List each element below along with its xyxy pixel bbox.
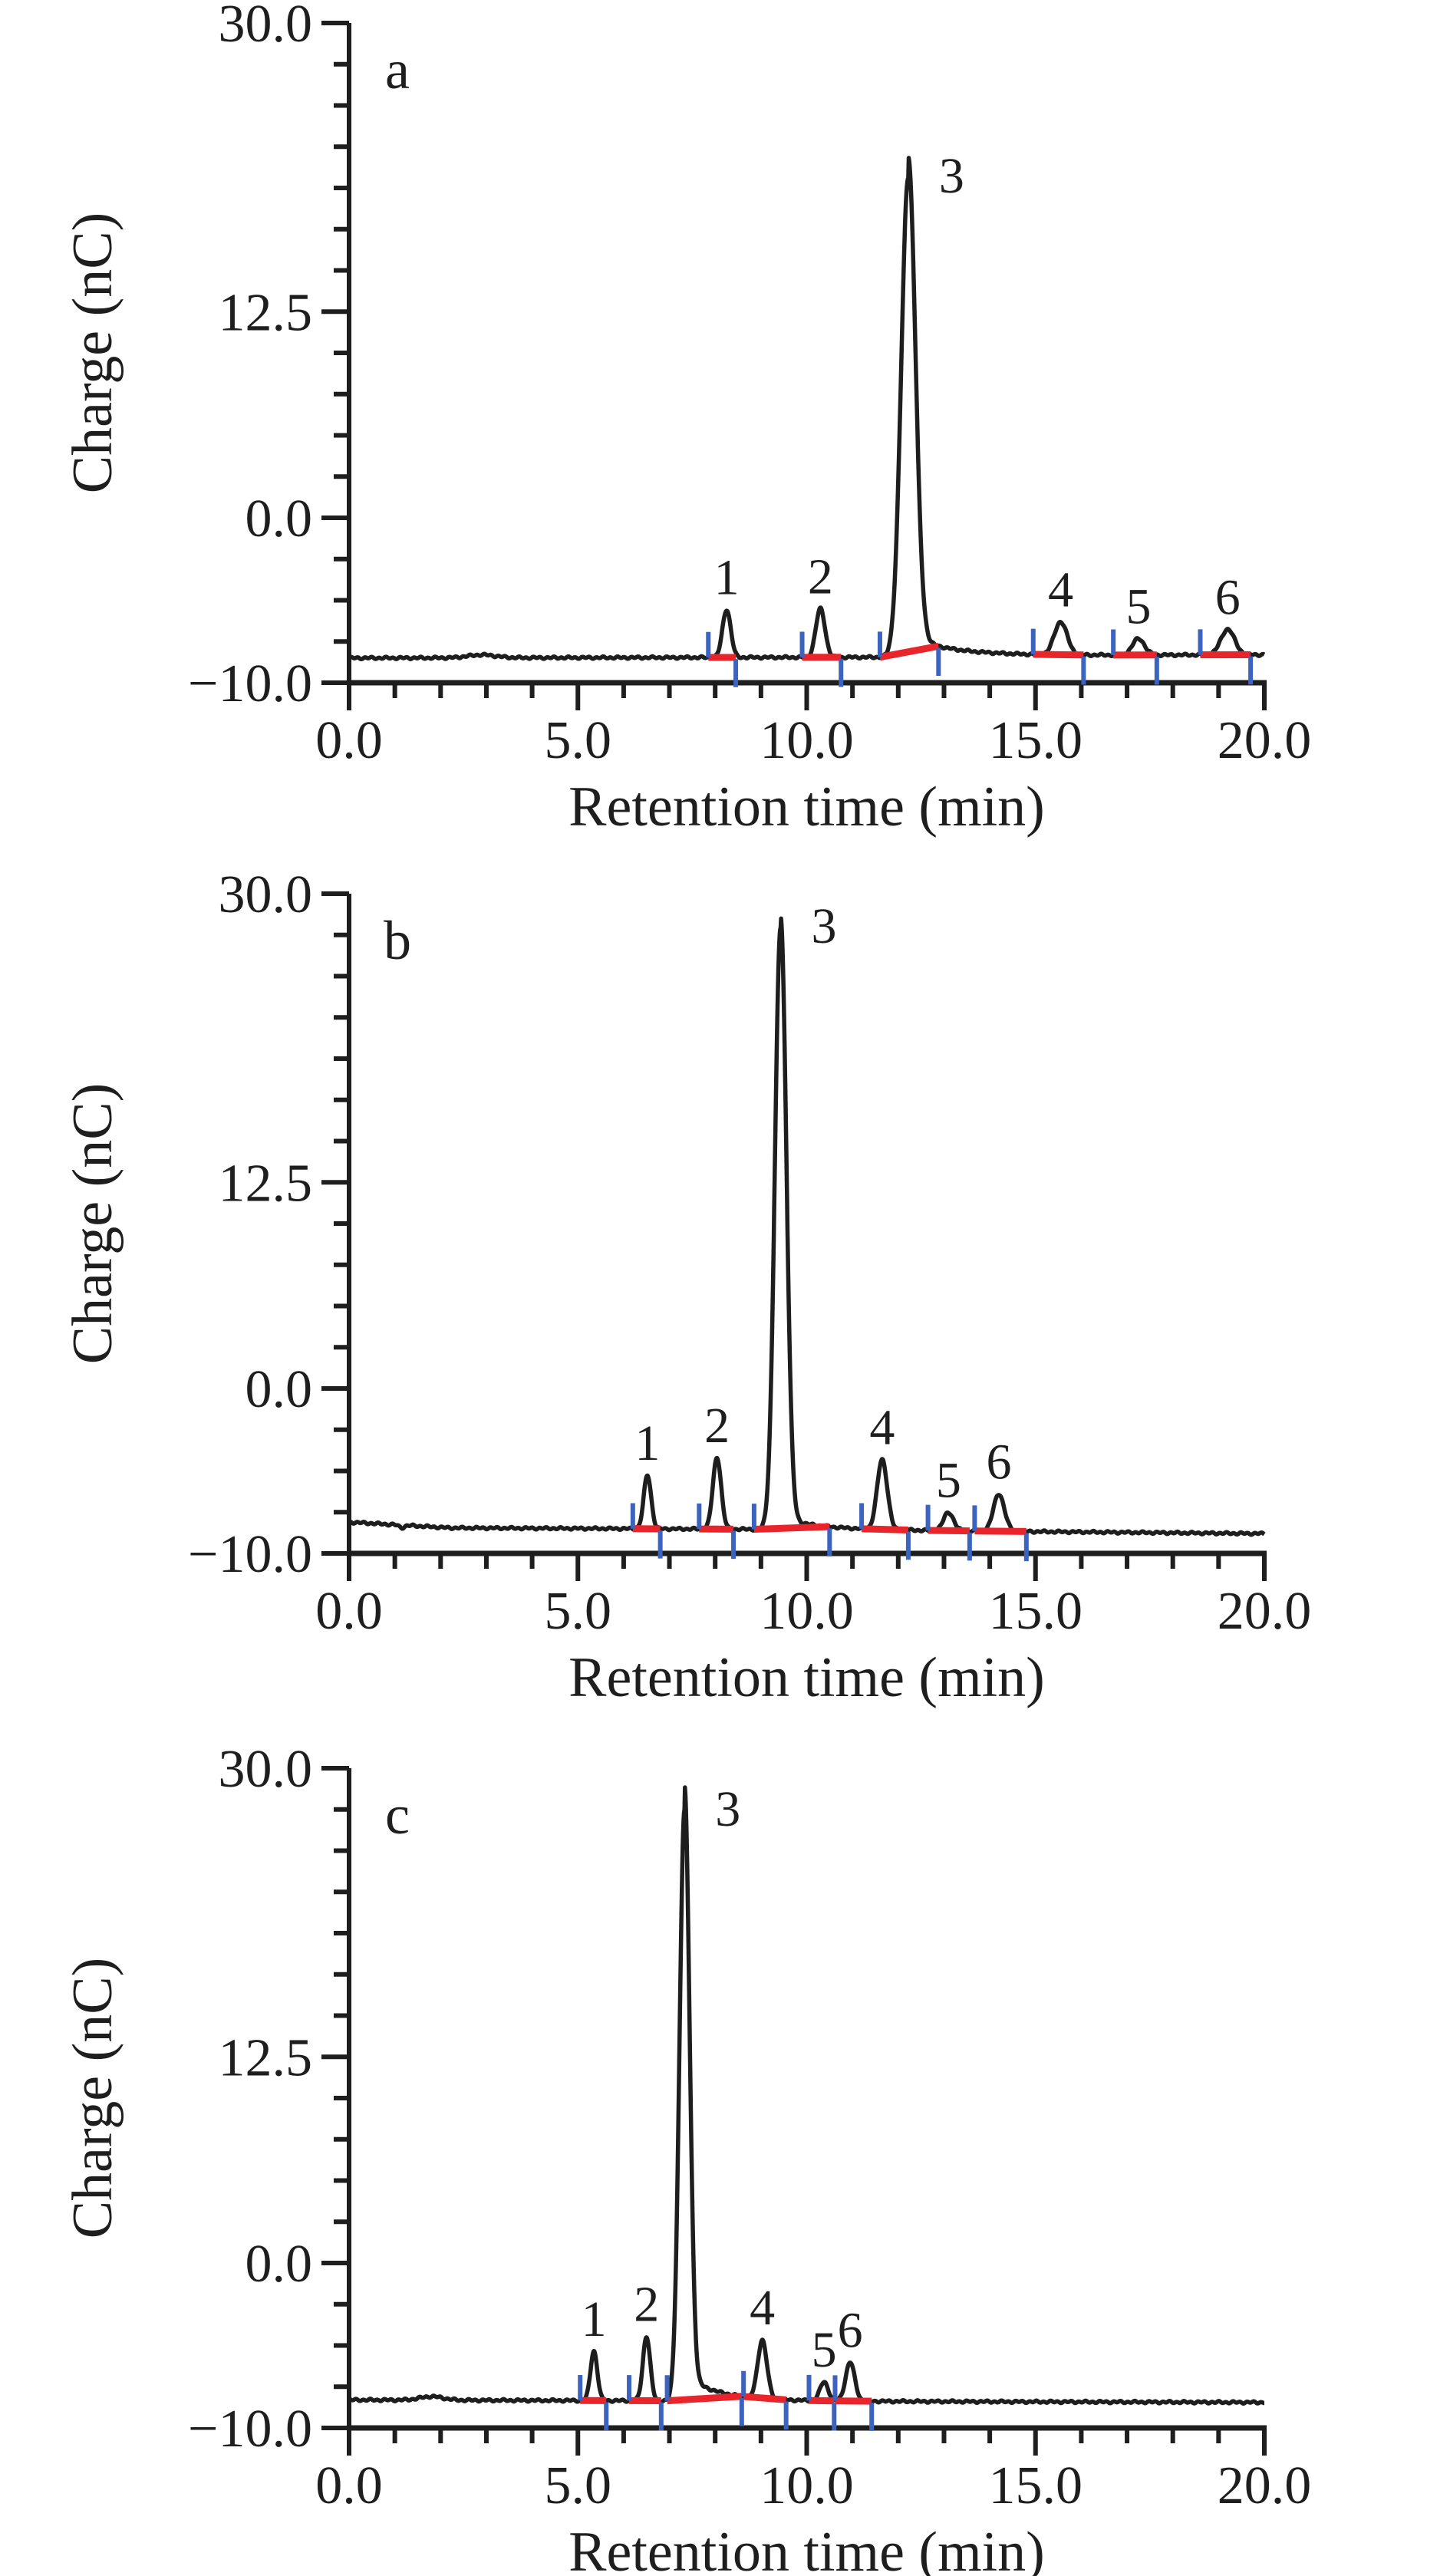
x-axis-title-b: Retention time (min)	[568, 1646, 1045, 1709]
x-tick-label-b: 5.0	[545, 1582, 612, 1641]
x-tick-label-c: 10.0	[760, 2456, 854, 2515]
peak-label-4-a: 4	[1048, 562, 1073, 618]
panel-letter-a: a	[385, 39, 410, 100]
y-tick-label-b: 12.5	[219, 1154, 313, 1213]
peak-label-3-a: 3	[939, 148, 964, 204]
y-axis-title-c: Charge (nC)	[61, 1958, 124, 2239]
y-tick-label-a: 30.0	[219, 0, 313, 54]
x-axis-title-c: Retention time (min)	[568, 2521, 1045, 2576]
panel-letter-c: c	[385, 1784, 410, 1846]
peak-label-6-a: 6	[1215, 569, 1241, 625]
integration-baseline-6-b	[974, 1527, 1027, 1535]
peak-label-4-b: 4	[869, 1399, 895, 1455]
y-tick-label-c: 12.5	[219, 2028, 313, 2087]
peak-label-6-b: 6	[987, 1435, 1012, 1491]
x-tick-label-b: 0.0	[315, 1582, 383, 1641]
peak-label-1-a: 1	[714, 550, 740, 606]
x-tick-label-a: 5.0	[545, 711, 612, 770]
x-tick-label-b: 15.0	[989, 1582, 1083, 1641]
integration-baseline-3-c	[667, 2393, 743, 2405]
x-tick-label-c: 15.0	[989, 2456, 1083, 2515]
peak-label-5-b: 5	[936, 1453, 961, 1509]
integration-baseline-4-c	[743, 2393, 787, 2403]
x-tick-label-a: 15.0	[989, 711, 1083, 770]
y-axis-title-a: Charge (nC)	[61, 212, 124, 494]
y-tick-label-b: 30.0	[219, 865, 313, 924]
y-tick-label-c: −10.0	[188, 2400, 312, 2459]
x-tick-label-c: 5.0	[545, 2456, 612, 2515]
y-tick-label-a: 12.5	[219, 283, 313, 342]
x-tick-label-a: 10.0	[760, 711, 854, 770]
peak-label-1-b: 1	[634, 1415, 660, 1471]
x-tick-label-a: 20.0	[1218, 711, 1312, 770]
y-tick-label-b: 0.0	[246, 1360, 313, 1419]
x-tick-label-b: 10.0	[760, 1582, 854, 1641]
chromatogram-trace-b	[347, 916, 1267, 1537]
integration-baseline-5-c	[809, 2396, 835, 2405]
peak-label-4-c: 4	[750, 2280, 775, 2336]
y-tick-label-a: −10.0	[188, 654, 312, 713]
integration-baseline-4-a	[1033, 651, 1084, 659]
peak-label-1-c: 1	[582, 2291, 607, 2347]
integration-baseline-3-b	[753, 1523, 830, 1533]
peak-label-3-c: 3	[715, 1781, 740, 1837]
peak-label-2-b: 2	[704, 1398, 730, 1454]
peak-label-2-a: 2	[808, 548, 833, 604]
peak-label-5-a: 5	[1125, 578, 1151, 634]
x-tick-label-a: 0.0	[315, 711, 383, 770]
peak-label-3-b: 3	[811, 898, 836, 954]
y-tick-label-a: 0.0	[246, 489, 313, 548]
x-tick-label-b: 20.0	[1218, 1582, 1312, 1641]
peak-label-2-c: 2	[634, 2277, 659, 2333]
x-tick-label-c: 0.0	[315, 2456, 383, 2515]
panel-letter-b: b	[384, 910, 411, 971]
peak-label-6-c: 6	[838, 2302, 863, 2358]
peak-label-5-c: 5	[812, 2322, 837, 2378]
y-tick-label-c: 30.0	[219, 1740, 313, 1799]
integration-baseline-5-b	[928, 1527, 970, 1535]
x-axis-title-a: Retention time (min)	[568, 776, 1045, 838]
y-tick-label-c: 0.0	[246, 2235, 313, 2294]
chromatogram-trace-c	[347, 1785, 1267, 2406]
y-tick-label-b: −10.0	[188, 1525, 312, 1584]
integration-baseline-4-b	[861, 1525, 909, 1534]
integration-baseline-3-a	[879, 642, 940, 661]
y-axis-title-b: Charge (nC)	[61, 1083, 124, 1365]
x-tick-label-c: 20.0	[1218, 2456, 1312, 2515]
